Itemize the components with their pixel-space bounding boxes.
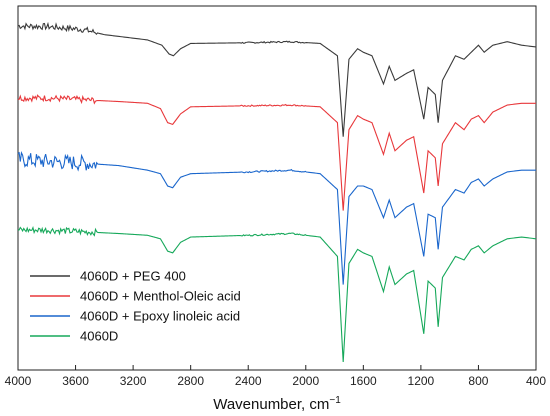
x-axis-title-superscript: −1	[329, 395, 341, 406]
series-line-3	[17, 151, 536, 285]
x-tick-label: 800	[468, 374, 488, 388]
legend-label-3: 4060D + Epoxy linoleic acid	[80, 309, 240, 324]
legend-label-2: 4060D + Menthol-Oleic acid	[80, 289, 241, 304]
legend-label-4: 4060D	[80, 329, 118, 344]
x-axis-title: Wavenumber, cm−1	[213, 395, 341, 413]
x-tick-label: 1600	[350, 374, 377, 388]
series-layer	[17, 21, 537, 363]
x-tick-label: 400	[526, 374, 546, 388]
legend: 4060D + PEG 400 4060D + Menthol-Oleic aci…	[30, 269, 241, 344]
series-line-2	[17, 94, 536, 211]
series-line-1	[17, 21, 537, 137]
plot-frame	[17, 5, 537, 371]
x-tick-label: 2400	[235, 374, 262, 388]
x-tick-label: 1200	[408, 374, 435, 388]
x-tick-label: 2000	[292, 374, 319, 388]
x-tick-label: 3600	[62, 374, 89, 388]
x-axis: 4000 3600 3200 2800 2400 2000 1600 1200 800 400	[5, 365, 546, 388]
series-line-4	[17, 225, 537, 363]
x-tick-label: 4000	[5, 374, 32, 388]
x-tick-label: 2800	[177, 374, 204, 388]
x-tick-label: 3200	[120, 374, 147, 388]
legend-label-1: 4060D + PEG 400	[80, 269, 186, 284]
x-axis-title-text: Wavenumber, cm	[213, 396, 329, 413]
